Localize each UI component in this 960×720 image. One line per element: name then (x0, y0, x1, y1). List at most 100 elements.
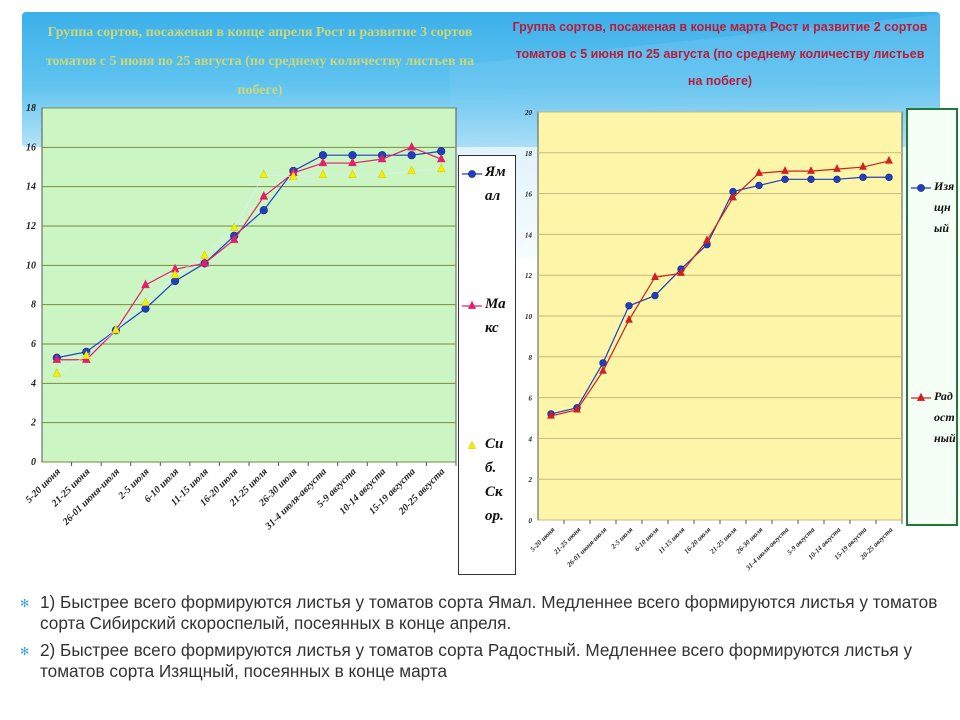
y-tick-label: 6 (31, 339, 36, 350)
legend-swatch (462, 300, 482, 309)
data-point (259, 191, 269, 200)
data-point (781, 175, 789, 184)
x-tick-label: 16-20 июля (683, 525, 713, 555)
y-tick-label: 0 (31, 457, 36, 468)
legend-marker (468, 170, 476, 178)
y-tick-label: 20 (524, 109, 533, 117)
data-point (833, 164, 841, 172)
legend-label: Ямал (485, 164, 506, 204)
data-point (229, 234, 239, 243)
legend-label: Сиб. Скор. (485, 436, 504, 524)
data-point (318, 169, 328, 178)
conclusion-item: ✻ 1) Быстрее всего формируются листья у … (20, 592, 940, 634)
y-tick-label: 16 (525, 191, 533, 199)
data-point (807, 175, 815, 184)
bullet-star-icon: ✻ (20, 598, 30, 610)
data-point (885, 173, 893, 181)
data-point (885, 155, 893, 164)
series-line (56, 150, 442, 359)
y-tick-label: 14 (26, 182, 36, 193)
legend-marker (917, 184, 925, 192)
x-tick-label: 31-4 июля-августа (744, 525, 791, 572)
left-chart-title: Группа сортов, посаженая в конце апреля … (45, 25, 475, 98)
data-point (52, 368, 62, 377)
data-point (651, 291, 659, 300)
series-line (56, 168, 442, 375)
data-point (348, 169, 357, 178)
data-point (170, 269, 180, 279)
conclusion-text: 2) Быстрее всего формируются листья у то… (40, 640, 913, 681)
x-tick-label: 2-5 июля (609, 525, 635, 551)
data-point (377, 153, 387, 163)
data-point (755, 181, 763, 190)
legend-swatch (467, 440, 477, 449)
data-point (141, 297, 150, 306)
legend-label: Изящный (934, 179, 955, 235)
data-point (407, 151, 416, 160)
y-tick-label: 4 (30, 378, 36, 389)
data-point (625, 315, 633, 323)
legend-swatch (462, 170, 482, 178)
series-line (550, 160, 890, 417)
conclusion-item: ✻ 2) Быстрее всего формируются листья у … (20, 640, 940, 682)
data-point (625, 302, 633, 310)
data-point (82, 350, 91, 359)
data-point (781, 166, 789, 174)
legend-marker (916, 392, 926, 401)
right-chart-title: Группа сортов, посаженая в конце марта Р… (512, 20, 928, 88)
y-tick-label: 6 (529, 395, 533, 403)
x-tick-label: 21-25 июля (708, 525, 739, 556)
legend-label: Радостный (934, 389, 956, 445)
data-point (573, 404, 581, 413)
data-point (833, 175, 841, 184)
y-tick-label: 8 (529, 354, 533, 362)
data-point (318, 157, 328, 167)
y-tick-label: 2 (30, 418, 36, 429)
data-point (111, 324, 121, 334)
y-tick-label: 16 (26, 142, 36, 153)
plot-area (41, 107, 457, 463)
y-tick-label: 10 (26, 260, 36, 271)
data-point (200, 257, 209, 267)
data-point (859, 162, 867, 170)
data-point (259, 169, 269, 178)
legend-label: Макс (485, 296, 506, 336)
conclusions-list: ✻ 1) Быстрее всего формируются листья у … (20, 592, 940, 688)
data-point (807, 166, 815, 174)
y-tick-label: 0 (529, 517, 533, 525)
data-point (547, 410, 555, 419)
bullet-star-icon: ✻ (20, 646, 30, 658)
left-chart-legend: Ямал Макс Сиб. Скор. (458, 155, 516, 575)
data-point (259, 206, 268, 215)
y-tick-label: 12 (26, 221, 36, 232)
data-point (200, 250, 209, 259)
y-tick-label: 14 (525, 231, 533, 239)
y-tick-label: 10 (525, 313, 533, 321)
legend-marker (467, 300, 477, 309)
data-point (407, 141, 416, 151)
series-line (56, 146, 442, 361)
data-point (729, 192, 737, 201)
y-tick-label: 12 (525, 272, 533, 280)
data-point (348, 157, 357, 167)
data-point (407, 165, 416, 175)
data-point (599, 366, 607, 374)
y-tick-label: 8 (31, 300, 36, 311)
data-point (229, 222, 239, 232)
data-point (289, 171, 298, 180)
legend-swatch (911, 184, 931, 192)
data-point (377, 169, 387, 178)
y-tick-label: 18 (525, 150, 533, 158)
data-point (436, 153, 446, 163)
y-tick-label: 4 (528, 435, 533, 443)
data-point (755, 168, 763, 176)
data-point (859, 173, 867, 181)
data-point (436, 163, 446, 173)
data-point (141, 279, 150, 289)
right-chart-legend: Изящный Радостный (906, 108, 958, 526)
data-point (52, 354, 62, 363)
data-point (677, 268, 685, 276)
y-tick-label: 18 (26, 103, 36, 114)
